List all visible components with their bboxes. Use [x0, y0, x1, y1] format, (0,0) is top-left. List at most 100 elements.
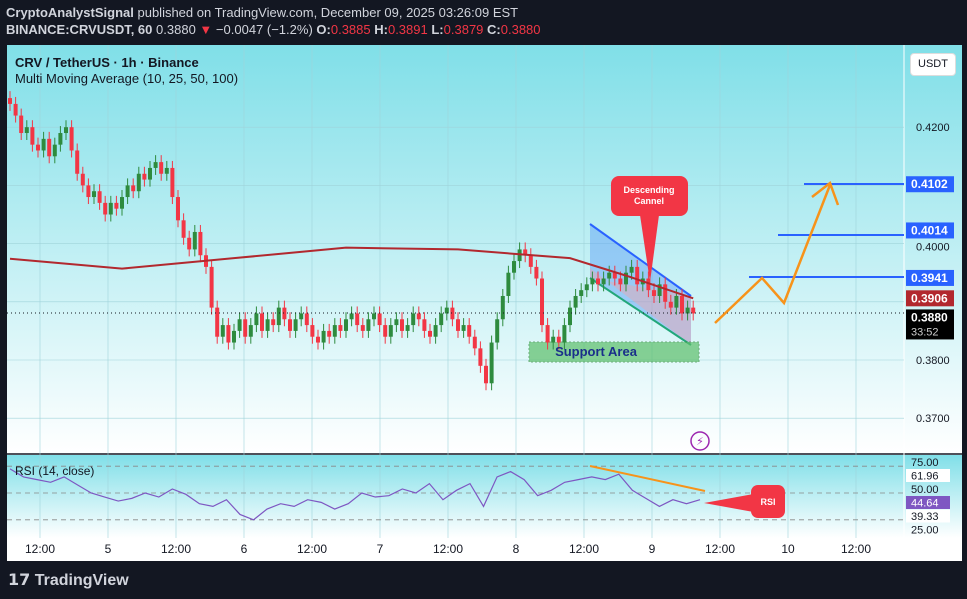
rsi-tag-bg — [906, 509, 950, 523]
candle-body — [400, 319, 404, 331]
candle-body — [243, 319, 248, 337]
tradingview-logo[interactable]: 𝟭𝟳 TradingView — [8, 570, 129, 590]
candle-body — [461, 325, 466, 331]
channel-upper-line — [589, 223, 692, 297]
candle-body — [304, 313, 309, 326]
candle-body — [164, 167, 169, 174]
candle-body — [293, 319, 298, 331]
y-tick-label: 0.4000 — [916, 242, 950, 254]
x-tick-label: 8 — [513, 542, 520, 556]
candle-body — [629, 266, 634, 273]
candle-body — [472, 336, 477, 349]
candle-body — [344, 319, 348, 331]
candle-body — [142, 173, 147, 180]
price-tag: 0.4014 — [911, 223, 948, 237]
candle-body — [209, 266, 214, 308]
price-tag-bg — [906, 269, 954, 286]
candle-body — [500, 295, 505, 320]
candle-body — [416, 313, 421, 320]
candle-body — [187, 237, 192, 250]
projection-arrowhead — [811, 180, 840, 206]
candle-body — [433, 325, 438, 337]
rsi-tick-label: 61.96 — [911, 471, 939, 483]
candle-body — [237, 319, 242, 331]
publish-text: published on TradingView.com, December 0… — [137, 5, 519, 20]
price-chart[interactable]: Descending Cannel Support Area ⚡ RSI 12:… — [7, 45, 962, 561]
candle-body — [310, 325, 315, 337]
candle-body — [411, 313, 416, 326]
candle-body — [47, 138, 52, 157]
price-tag-bg — [906, 222, 954, 239]
last-price-tag: 0.3880 — [911, 310, 948, 324]
symbol-legend: CRV / TetherUS · 1h · Binance — [15, 55, 199, 70]
candle-body — [75, 150, 80, 174]
chart-panel[interactable]: Descending Cannel Support Area ⚡ RSI 12:… — [7, 45, 962, 561]
candle-body — [663, 284, 668, 302]
candle-body — [668, 301, 673, 308]
candle-body — [484, 365, 488, 384]
low-value: 0.3879 — [443, 22, 484, 37]
candle-body — [388, 325, 393, 337]
x-tick-label: 6 — [241, 542, 248, 556]
candle-body — [97, 191, 102, 203]
author[interactable]: CryptoAnalystSignal — [6, 5, 134, 20]
candle-body — [540, 278, 544, 326]
close-value: 0.3880 — [500, 22, 541, 37]
x-tick-label: 7 — [377, 542, 384, 556]
candle-body — [551, 336, 556, 343]
candle-body — [495, 319, 500, 343]
candle-body — [618, 278, 623, 285]
candle-body — [646, 278, 651, 291]
channel-callout — [611, 176, 688, 216]
candle-body — [215, 307, 220, 337]
rsi-callout — [751, 485, 785, 518]
x-tick-label: 12:00 — [569, 542, 599, 556]
main-pane-bg — [7, 45, 962, 454]
candle-body — [271, 319, 276, 326]
y-tick-label: 0.3800 — [916, 355, 950, 367]
candle-body — [652, 290, 656, 296]
rsi-pane-bg — [7, 455, 962, 538]
currency-button[interactable]: USDT — [910, 53, 956, 76]
close-label: C: — [487, 22, 501, 37]
candle-body — [299, 313, 304, 320]
candle-body — [131, 185, 136, 192]
channel-lower-line — [589, 277, 692, 346]
candle-body — [680, 295, 684, 314]
candle-body — [120, 197, 124, 209]
candle-body — [52, 144, 57, 157]
open-label: O: — [316, 22, 331, 37]
rsi-tag-bg — [906, 469, 950, 482]
projection-path — [714, 184, 832, 324]
candle-body — [108, 202, 113, 215]
candle-body — [19, 115, 24, 134]
x-tick-label: 12:00 — [25, 542, 55, 556]
rsi-tick-label: 50.00 — [911, 484, 939, 496]
rsi-tick-label: 25.00 — [911, 525, 939, 537]
candle-body — [635, 266, 640, 285]
candle-body — [260, 313, 264, 331]
last-price: 0.3880 — [156, 22, 196, 37]
symbol-info: BINANCE:CRVUSDT, 60 0.3880 ▼ −0.0047 (−1… — [6, 22, 541, 37]
candle-body — [69, 127, 74, 151]
candle-body — [444, 307, 449, 314]
tv-logo-icon: 𝟭𝟳 — [8, 572, 31, 589]
candle-body — [8, 98, 12, 104]
candle-body — [58, 133, 63, 145]
candle-body — [601, 278, 606, 285]
candle-body — [366, 319, 371, 331]
candle-body — [114, 202, 119, 209]
indicator-legend[interactable]: Multi Moving Average (10, 25, 50, 100) — [15, 71, 239, 86]
candle-body — [394, 319, 399, 326]
rsi-tick-label: 44.64 — [911, 498, 939, 510]
candle-body — [523, 249, 528, 256]
candle-body — [265, 319, 270, 331]
candle-body — [377, 313, 382, 326]
rsi-line — [9, 468, 701, 521]
candle-body — [92, 191, 96, 198]
x-tick-label: 12:00 — [297, 542, 327, 556]
rsi-legend[interactable]: RSI (14, close) — [15, 464, 95, 478]
candle-body — [316, 336, 320, 343]
candle-body — [596, 278, 600, 285]
candle-body — [86, 185, 91, 198]
